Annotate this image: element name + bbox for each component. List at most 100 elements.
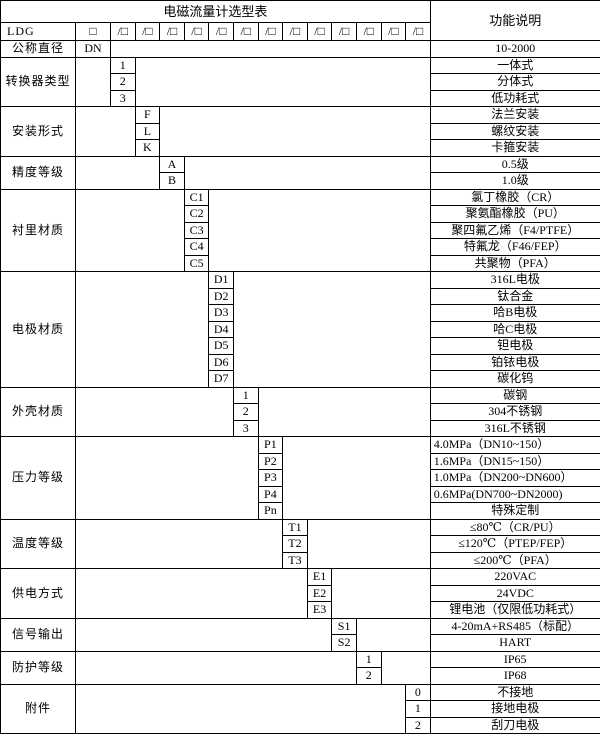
function-description: 4.0MPa（DN10~150） (430, 437, 600, 454)
empty-span-left (76, 107, 136, 157)
code-cell: S1 (332, 618, 357, 635)
empty-span-right (332, 569, 430, 619)
code-cell: E2 (307, 585, 332, 602)
code-cell: 1 (406, 701, 431, 718)
code-cell: A (160, 156, 185, 173)
empty-span-left (76, 156, 160, 189)
code-cell: 1 (233, 387, 258, 404)
code-cell: C3 (184, 222, 209, 239)
empty-span-right (209, 189, 430, 272)
code-cell: C2 (184, 206, 209, 223)
empty-span-right (381, 651, 430, 684)
code-cell: 3 (111, 90, 136, 107)
function-description: 接地电极 (430, 701, 600, 718)
function-description: 316L电极 (430, 272, 600, 289)
group-label: 供电方式 (1, 569, 76, 619)
function-description: 螺纹安装 (430, 123, 600, 140)
code-cell: 0 (406, 684, 431, 701)
group-label: 防护等级 (1, 651, 76, 684)
code-cell: K (135, 140, 160, 157)
slash-box-icon: /□ (406, 23, 431, 41)
function-description: 4-20mA+RS485（标配） (430, 618, 600, 635)
function-description: 1.0MPa（DN200~DN600） (430, 470, 600, 487)
code-cell: 2 (356, 668, 381, 685)
group-label: 附件 (1, 684, 76, 734)
group-label: 转换器类型 (1, 57, 76, 107)
code-cell: E3 (307, 602, 332, 619)
empty-span-left (76, 189, 185, 272)
empty-span-right (283, 437, 431, 520)
code-cell: 2 (406, 717, 431, 734)
code-cell: 2 (233, 404, 258, 421)
function-description: 碳钢 (430, 387, 600, 404)
empty-span-right (258, 387, 430, 437)
function-description: 铂铱电极 (430, 354, 600, 371)
empty-span-right (233, 272, 430, 388)
page-title: 电磁流量计选型表 (1, 1, 431, 23)
function-description: 哈C电极 (430, 321, 600, 338)
function-description: 法兰安装 (430, 107, 600, 124)
code-cell: C4 (184, 239, 209, 256)
function-description: 共聚物（PFA） (430, 255, 600, 272)
function-column-header: 功能说明 (430, 1, 600, 41)
code-cell: C5 (184, 255, 209, 272)
function-description: 特氟龙（F46/FEP） (430, 239, 600, 256)
empty-span-left (76, 651, 357, 684)
function-description: 10-2000 (430, 41, 600, 58)
slash-box-icon: /□ (184, 23, 209, 41)
function-description: 分体式 (430, 74, 600, 91)
group-label: 压力等级 (1, 437, 76, 520)
function-description: 刮刀电极 (430, 717, 600, 734)
function-description: 氯丁橡胶（CR） (430, 189, 600, 206)
code-cell: P2 (258, 453, 283, 470)
function-description: 锂电池（仅限低功耗式） (430, 602, 600, 619)
code-cell: D3 (209, 305, 234, 322)
group-label: 温度等级 (1, 519, 76, 569)
slash-box-icon: /□ (307, 23, 332, 41)
empty-span-left (76, 618, 332, 651)
group-label: 安装形式 (1, 107, 76, 157)
code-cell: C1 (184, 189, 209, 206)
empty-span-right (135, 57, 430, 107)
function-description: 1.0级 (430, 173, 600, 190)
code-cell: D7 (209, 371, 234, 388)
function-description: 卡箍安装 (430, 140, 600, 157)
empty-span-left (76, 519, 283, 569)
slash-box-icon: /□ (356, 23, 381, 41)
group-label: 信号输出 (1, 618, 76, 651)
code-cell: D6 (209, 354, 234, 371)
code-cell: T2 (283, 536, 308, 553)
code-cell: P4 (258, 486, 283, 503)
function-description: 220VAC (430, 569, 600, 586)
function-description: IP65 (430, 651, 600, 668)
function-description: 聚四氟乙烯（F4/PTFE） (430, 222, 600, 239)
function-description: 哈B电极 (430, 305, 600, 322)
empty-span-left (76, 272, 209, 388)
empty-span-left (76, 57, 111, 107)
code-cell: 1 (111, 57, 136, 74)
function-description: HART (430, 635, 600, 652)
code-cell: T3 (283, 552, 308, 569)
function-description: 24VDC (430, 585, 600, 602)
function-description: 聚氨酯橡胶（PU） (430, 206, 600, 223)
function-description: 0.6MPa(DN700~DN2000) (430, 486, 600, 503)
code-cell: 3 (233, 420, 258, 437)
group-label: 衬里材质 (1, 189, 76, 272)
empty-span-left (76, 684, 406, 734)
empty-span-left (76, 387, 234, 437)
group-label: 电极材质 (1, 272, 76, 388)
function-description: 一体式 (430, 57, 600, 74)
group-label: 外壳材质 (1, 387, 76, 437)
function-description: 0.5级 (430, 156, 600, 173)
code-cell: P3 (258, 470, 283, 487)
code-cell: T1 (283, 519, 308, 536)
blank-box-icon: □ (76, 23, 111, 41)
